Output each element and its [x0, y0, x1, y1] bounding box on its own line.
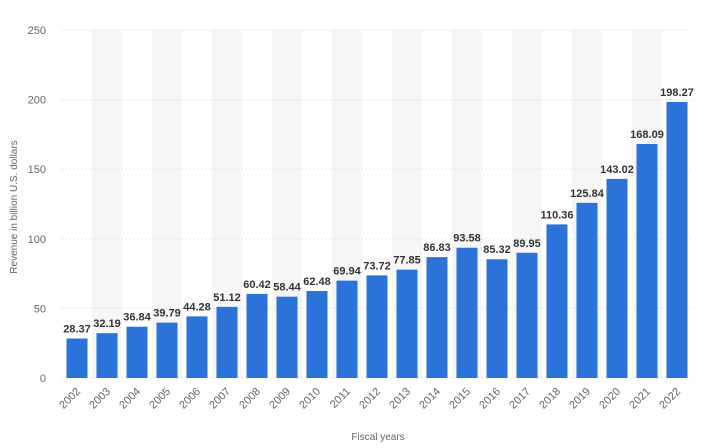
bars — [66, 102, 688, 378]
data-label-2008: 60.42 — [243, 279, 271, 291]
x-axis-ticks: 2002 2003 2004 2005 2006 2007 2008 2009 2010 2011… — [57, 386, 683, 412]
data-label-2014: 86.83 — [423, 242, 451, 254]
x-tick-label: 2019 — [567, 386, 593, 412]
bar-2015[interactable] — [456, 247, 478, 378]
bar-2002[interactable] — [66, 338, 88, 378]
bar-2017[interactable] — [516, 252, 538, 378]
data-label-2020: 143.02 — [600, 164, 634, 176]
y-tick-label: 200 — [28, 95, 46, 107]
data-label-2006: 44.28 — [183, 301, 211, 313]
y-tick-label: 0 — [40, 373, 46, 385]
x-tick-label: 2006 — [177, 386, 203, 412]
data-label-2003: 32.19 — [93, 318, 121, 330]
y-tick-label: 50 — [34, 303, 46, 315]
x-tick-label: 2013 — [387, 386, 413, 412]
bar-2019[interactable] — [576, 202, 598, 378]
y-tick-label: 250 — [28, 25, 46, 37]
data-label-2013: 77.85 — [393, 255, 421, 267]
column-band — [152, 30, 182, 378]
x-tick-label: 2004 — [117, 386, 143, 412]
x-tick-label: 2016 — [477, 386, 503, 412]
x-tick-label: 2011 — [328, 386, 353, 411]
x-axis-title: Fiscal years — [351, 432, 404, 443]
bar-2004[interactable] — [126, 326, 148, 378]
x-tick-label: 2015 — [447, 386, 473, 412]
data-label-2010: 62.48 — [303, 276, 331, 288]
bar-2007[interactable] — [216, 306, 238, 378]
x-tick-label: 2020 — [597, 386, 623, 412]
y-tick-label: 100 — [28, 234, 46, 246]
data-label-2011: 69.94 — [333, 266, 361, 278]
x-tick-label: 2008 — [237, 386, 263, 412]
x-tick-label: 2009 — [267, 386, 293, 412]
data-label-2016: 85.32 — [483, 244, 511, 256]
bar-2021[interactable] — [636, 144, 658, 378]
bar-2012[interactable] — [366, 275, 388, 378]
bar-2014[interactable] — [426, 257, 448, 378]
bar-2011[interactable] — [336, 280, 358, 378]
data-label-2022: 198.27 — [660, 87, 694, 99]
x-tick-label: 2003 — [87, 386, 113, 412]
y-axis-ticks: 0 50 100 150 200 250 — [28, 25, 46, 385]
x-tick-label: 2021 — [627, 386, 653, 412]
x-tick-label: 2022 — [657, 386, 683, 412]
data-label-2021: 168.09 — [630, 129, 664, 141]
bar-2018[interactable] — [546, 224, 568, 378]
data-label-2004: 36.84 — [123, 312, 151, 324]
data-label-2019: 125.84 — [570, 188, 605, 200]
bar-2003[interactable] — [96, 333, 118, 378]
y-axis-title: Revenue in billion U.S. dollars — [9, 140, 20, 273]
data-label-2017: 89.95 — [513, 238, 541, 250]
bar-2008[interactable] — [246, 293, 268, 378]
data-label-2015: 93.58 — [453, 233, 481, 245]
data-label-2007: 51.12 — [213, 292, 241, 304]
data-label-2009: 58.44 — [273, 282, 301, 294]
bar-2020[interactable] — [606, 178, 628, 378]
bar-2006[interactable] — [186, 316, 208, 378]
data-label-2018: 110.36 — [540, 209, 573, 221]
x-tick-label: 2014 — [417, 386, 443, 412]
x-tick-label: 2005 — [147, 386, 173, 412]
x-tick-label: 2007 — [207, 386, 233, 412]
x-tick-label: 2002 — [57, 386, 83, 412]
x-tick-label: 2018 — [537, 386, 563, 412]
bar-2009[interactable] — [276, 296, 298, 378]
data-label-2012: 73.72 — [363, 260, 391, 272]
x-tick-label: 2012 — [357, 386, 383, 412]
bar-2013[interactable] — [396, 269, 418, 378]
bar-2022[interactable] — [666, 102, 688, 378]
y-tick-label: 150 — [28, 164, 46, 176]
bar-2010[interactable] — [306, 291, 328, 378]
data-label-2005: 39.79 — [153, 308, 181, 320]
bar-2016[interactable] — [486, 259, 508, 378]
x-tick-label: 2017 — [507, 386, 533, 412]
column-band — [92, 30, 122, 378]
data-label-2002: 28.37 — [63, 324, 91, 336]
x-tick-label: 2010 — [297, 386, 323, 412]
bar-2005[interactable] — [156, 322, 178, 378]
